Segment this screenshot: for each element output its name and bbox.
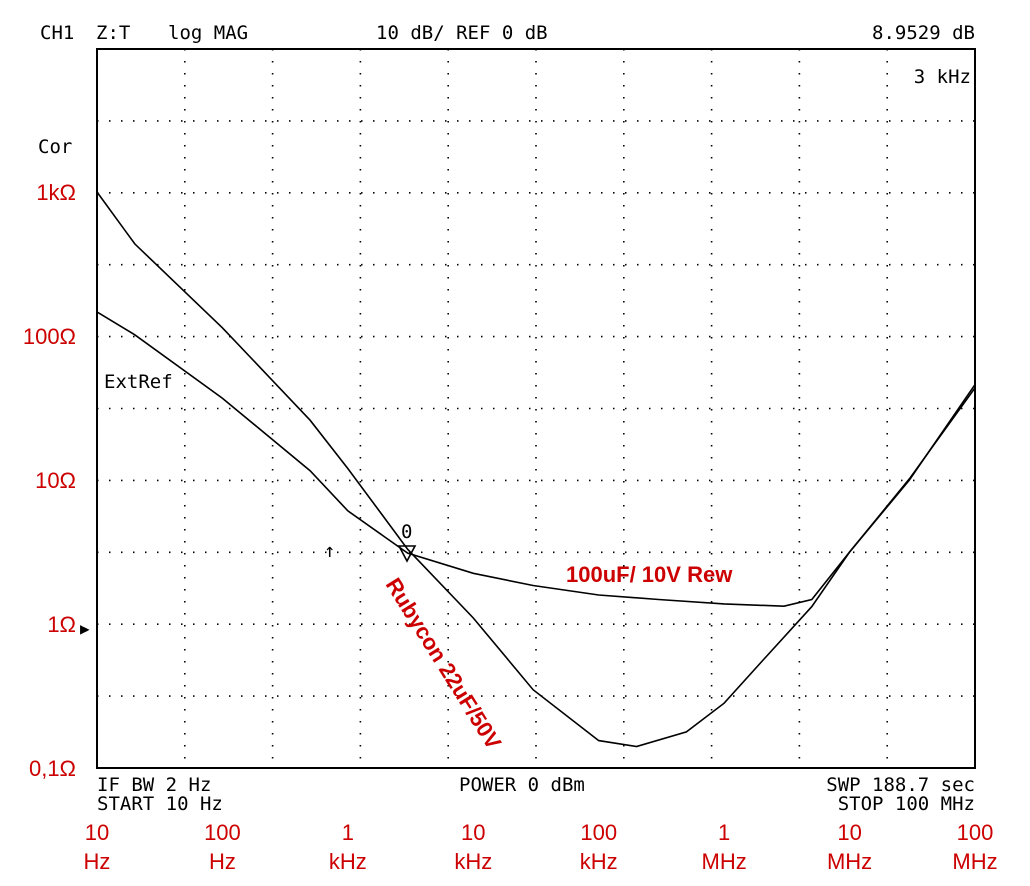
x-tick-label-value: 100 <box>957 820 994 845</box>
x-tick-label-unit: Hz <box>84 849 111 874</box>
stop-frequency: STOP 100 MHz <box>838 793 975 815</box>
extref-label: ExtRef <box>104 371 173 393</box>
x-tick-label-value: 10 <box>461 820 485 845</box>
correction-label: Cor <box>38 136 72 158</box>
marker-value: 8.9529 dB <box>872 22 975 44</box>
reference-pointer-icon: ▶ <box>80 619 90 638</box>
x-tick-label-value: 1 <box>342 820 354 845</box>
x-tick-label-unit: kHz <box>329 849 367 874</box>
marker-number: 0 <box>401 521 412 543</box>
x-tick-label-value: 10 <box>837 820 861 845</box>
format-label: Z:T <box>96 22 130 44</box>
plot-frame <box>96 48 976 769</box>
x-tick-label-unit: MHz <box>702 849 747 874</box>
rew-annotation: 100uF/ 10V Rew <box>566 562 733 587</box>
x-tick-label-unit: MHz <box>827 849 872 874</box>
y-tick-label: 10Ω <box>35 468 76 493</box>
traces <box>96 191 976 748</box>
reference-marker-arrow: ↑ <box>324 540 335 562</box>
x-tick-label-unit: kHz <box>454 849 492 874</box>
x-tick-label-value: 100 <box>580 820 617 845</box>
x-tick-label-value: 1 <box>718 820 730 845</box>
rubycon-annotation: Rubycon 22uF/50V <box>381 573 507 753</box>
x-tick-label-value: 100 <box>204 820 241 845</box>
y-tick-label: 1Ω <box>47 612 76 637</box>
y-tick-label: 0,1Ω <box>29 756 76 781</box>
mode-label: log MAG <box>168 22 248 44</box>
x-axis-labels: 10 Hz 100 Hz 1 kHz 10 kHz 100 kHz 1 MHz 10 MHz 100 MHz <box>84 820 998 874</box>
start-frequency: START 10 Hz <box>97 793 223 815</box>
power-level: POWER 0 dBm <box>459 774 585 796</box>
marker-triangle-icon <box>397 545 417 563</box>
trace-line-1 <box>96 191 976 748</box>
trace-line-2 <box>96 311 976 608</box>
grid <box>97 49 975 768</box>
x-tick-label-unit: Hz <box>209 849 236 874</box>
x-tick-label-value: 10 <box>85 820 109 845</box>
marker-frequency: 3 kHz <box>914 66 971 88</box>
y-tick-label: 1kΩ <box>36 180 76 205</box>
channel-label: CH1 <box>40 22 74 44</box>
y-tick-label: 100Ω <box>23 324 76 349</box>
x-tick-label-unit: MHz <box>952 849 997 874</box>
y-axis-labels: 1kΩ 100Ω 10Ω 1Ω 0,1Ω <box>23 180 76 781</box>
if-bandwidth: IF BW 2 Hz <box>97 774 211 796</box>
x-tick-label-unit: kHz <box>580 849 618 874</box>
scale-label: 10 dB/ REF 0 dB <box>376 22 548 44</box>
sweep-time: SWP 188.7 sec <box>826 774 975 796</box>
